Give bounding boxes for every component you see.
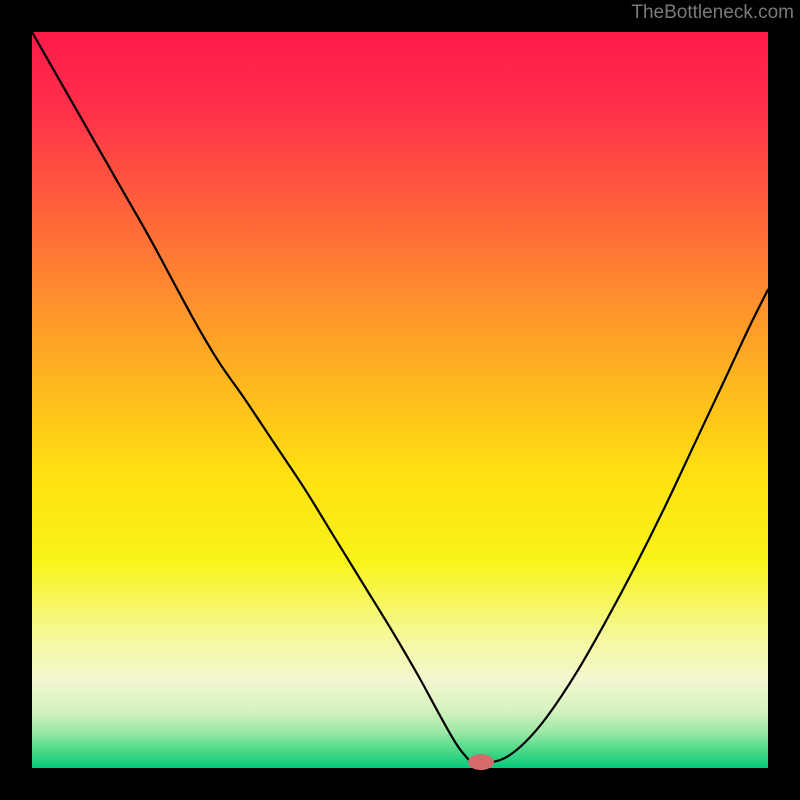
- bottleneck-chart: [0, 0, 800, 800]
- chart-stage: TheBottleneck.com: [0, 0, 800, 800]
- heat-gradient: [32, 32, 768, 768]
- optimal-point-marker: [468, 754, 494, 770]
- attribution-text: TheBottleneck.com: [631, 2, 794, 24]
